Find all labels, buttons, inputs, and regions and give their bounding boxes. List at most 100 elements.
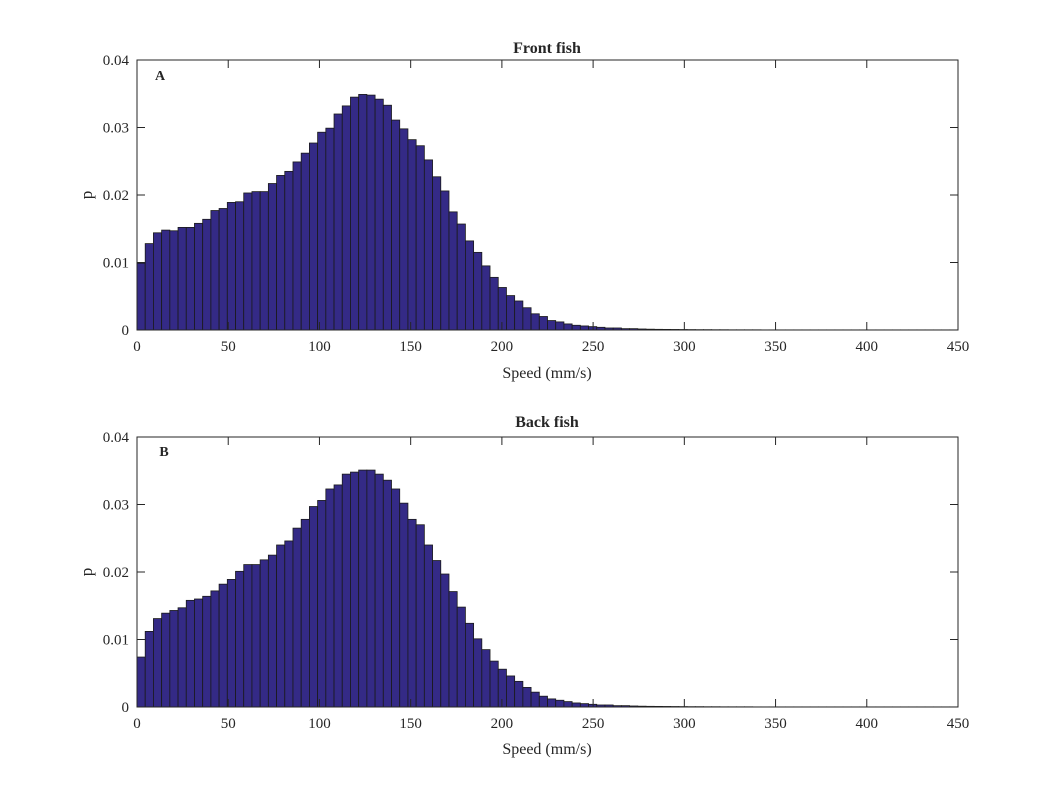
x-tick-label: 350 <box>764 339 787 355</box>
bars <box>137 94 958 330</box>
histogram-bar <box>170 610 178 707</box>
histogram-bar <box>383 480 391 707</box>
histogram-bar <box>153 233 161 330</box>
histogram-bar <box>301 153 309 330</box>
histogram-bar <box>301 519 309 707</box>
histogram-bar <box>400 503 408 707</box>
x-axis-label: Speed (mm/s) <box>502 741 591 758</box>
histogram-bar <box>531 692 539 707</box>
histogram-bar <box>556 700 564 707</box>
histogram-bar <box>194 223 202 330</box>
histogram-bar <box>326 128 334 330</box>
y-tick-label: 0.02 <box>103 188 129 204</box>
histogram-bar <box>424 545 432 707</box>
histogram-bar <box>334 485 342 707</box>
histogram-bar <box>506 296 514 330</box>
y-axis-label: p <box>77 191 96 200</box>
histogram-bar <box>178 227 186 330</box>
histogram-bar <box>457 607 465 707</box>
histogram-bar <box>490 277 498 330</box>
histogram-bar <box>194 599 202 707</box>
panel-label: B <box>159 445 168 460</box>
y-tick-label: 0.03 <box>103 121 129 137</box>
histogram-bar <box>416 146 424 330</box>
histogram-bar <box>548 321 556 330</box>
histogram-bar <box>416 525 424 707</box>
y-tick-label: 0 <box>122 700 130 716</box>
histogram-bar <box>318 132 326 330</box>
histogram-bar <box>277 545 285 707</box>
histogram-bar <box>285 541 293 707</box>
histogram-bar <box>350 97 358 330</box>
histogram-bar <box>342 474 350 707</box>
histogram-bar <box>219 584 227 707</box>
histogram-bar <box>375 474 383 707</box>
histogram-bar <box>178 608 186 707</box>
histogram-bar <box>244 565 252 707</box>
histogram-bar <box>227 202 235 330</box>
x-tick-label: 50 <box>221 339 236 355</box>
x-tick-label: 400 <box>856 716 879 732</box>
histogram-bar <box>465 241 473 330</box>
histogram-bar <box>441 191 449 330</box>
x-tick-label: 250 <box>582 339 605 355</box>
histogram-bar <box>490 661 498 707</box>
histogram-bar <box>449 212 457 330</box>
histogram-bar <box>548 699 556 707</box>
x-tick-label: 300 <box>673 716 696 732</box>
x-tick-label: 200 <box>491 339 514 355</box>
histogram-bar <box>392 120 400 330</box>
histogram-bar <box>457 224 465 330</box>
x-tick-label: 200 <box>491 716 514 732</box>
histogram-bar <box>137 263 145 330</box>
histogram-bar <box>268 555 276 707</box>
x-axis-label: Speed (mm/s) <box>502 365 591 382</box>
histogram-bar <box>203 596 211 707</box>
chart-title: Front fish <box>513 40 581 57</box>
histogram-bar <box>564 324 572 330</box>
histogram-bar <box>506 676 514 707</box>
histogram-bar <box>252 565 260 707</box>
histogram-bar <box>318 500 326 707</box>
histogram-bar <box>523 687 531 707</box>
histogram-bar <box>293 528 301 707</box>
histogram-bar <box>359 470 367 707</box>
histogram-bar <box>539 317 547 331</box>
histogram-bar <box>137 657 145 707</box>
x-tick-label: 100 <box>308 339 331 355</box>
histogram-bar <box>342 106 350 330</box>
histogram-bar <box>244 193 252 330</box>
histogram-bar <box>539 696 547 707</box>
histogram-bar <box>367 470 375 707</box>
x-tick-label: 450 <box>947 716 970 732</box>
y-tick-label: 0.02 <box>103 565 129 581</box>
histogram-bar <box>564 702 572 707</box>
histogram-bar <box>515 301 523 330</box>
histogram-bar <box>465 623 473 707</box>
histogram-bar <box>268 184 276 330</box>
histogram-bar <box>580 704 588 707</box>
histogram-bar <box>572 703 580 707</box>
histogram-bar <box>227 579 235 707</box>
histogram-bar <box>293 162 301 330</box>
histogram-bar <box>580 326 588 330</box>
bars <box>137 470 958 707</box>
histogram-bar <box>408 140 416 330</box>
chart-title: Back fish <box>515 414 579 431</box>
histogram-bar <box>375 99 383 330</box>
histogram-bar <box>482 266 490 330</box>
y-tick-label: 0.03 <box>103 498 129 514</box>
histogram-bar <box>186 227 194 330</box>
y-tick-label: 0.01 <box>103 256 129 272</box>
x-tick-label: 150 <box>399 339 422 355</box>
x-tick-label: 150 <box>399 716 422 732</box>
histogram-bar <box>515 681 523 707</box>
histogram-bar <box>334 114 342 330</box>
panel-label: A <box>155 69 166 84</box>
histogram-bar <box>260 560 268 707</box>
y-tick-label: 0.04 <box>103 430 130 446</box>
histogram-bar <box>482 650 490 707</box>
